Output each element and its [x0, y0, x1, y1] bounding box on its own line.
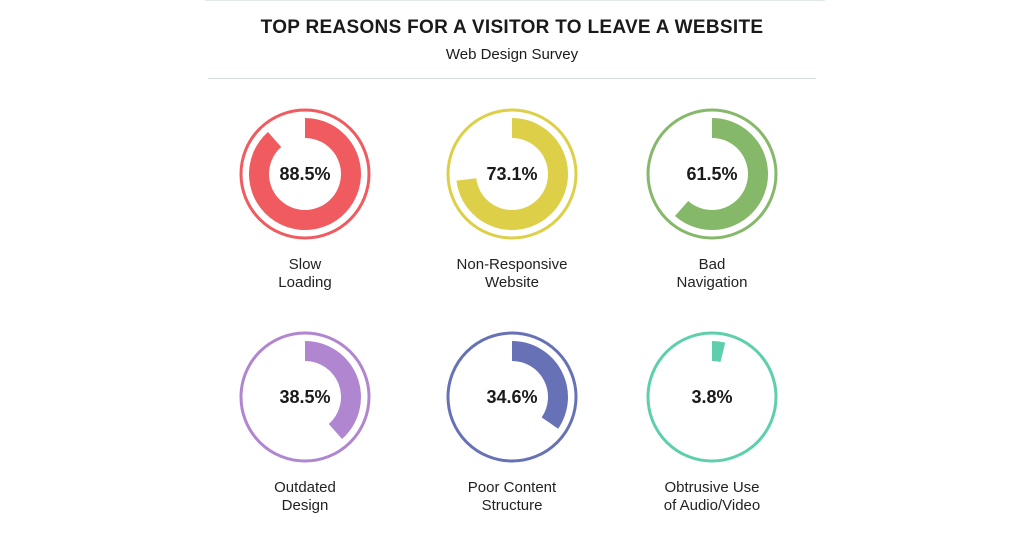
- category-label: Design: [282, 497, 329, 514]
- gauge-ring: [446, 108, 578, 240]
- value-label: 61.5%: [686, 164, 737, 184]
- gauge-ring: [446, 331, 578, 463]
- gauge-arc: [712, 341, 726, 363]
- gauge-arc: [248, 118, 361, 230]
- gauge-arc: [456, 118, 568, 231]
- gauge-ring: [239, 331, 371, 463]
- category-label: Outdated: [274, 479, 336, 496]
- category-label: of Audio/Video: [664, 497, 760, 514]
- gauge-ring: [646, 108, 778, 240]
- value-label: 3.8%: [691, 387, 732, 407]
- category-label: Website: [485, 274, 539, 291]
- gauge-ring: [239, 108, 371, 240]
- chart-title: TOP REASONS FOR A VISITOR TO LEAVE A WEB…: [261, 17, 764, 38]
- category-label: Structure: [482, 497, 543, 514]
- category-label: Navigation: [677, 274, 748, 291]
- category-label: Loading: [278, 274, 331, 291]
- category-label: Obtrusive Use: [664, 479, 759, 496]
- category-label: Slow: [289, 256, 322, 273]
- category-label: Bad: [699, 256, 726, 273]
- gauge-arc: [674, 117, 768, 230]
- chart-subtitle: Web Design Survey: [446, 46, 579, 63]
- value-label: 73.1%: [486, 164, 537, 184]
- gauge-arc: [512, 341, 568, 429]
- value-label: 34.6%: [486, 387, 537, 407]
- category-label: Non-Responsive: [457, 256, 568, 273]
- value-label: 38.5%: [279, 387, 330, 407]
- value-label: 88.5%: [279, 164, 330, 184]
- gauge-ring: [646, 331, 778, 463]
- gauge-arc: [305, 341, 362, 440]
- category-label: Poor Content: [468, 479, 557, 496]
